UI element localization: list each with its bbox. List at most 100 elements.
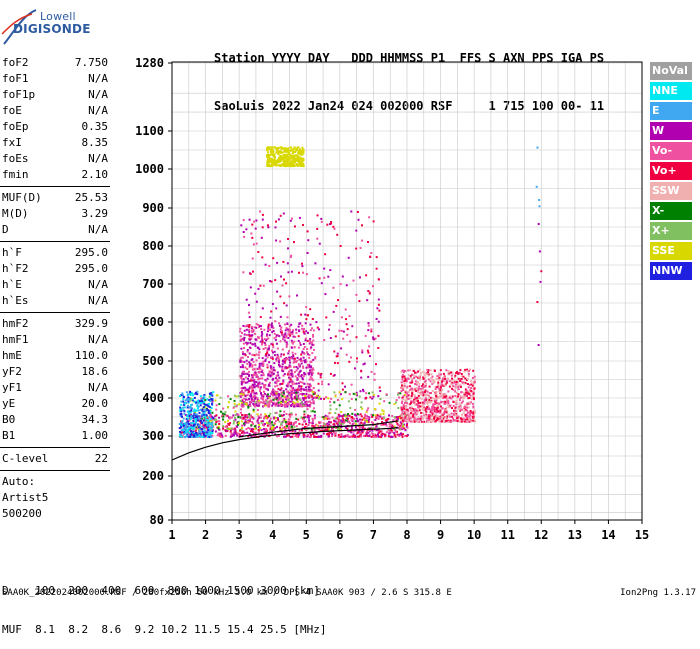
echo-point xyxy=(235,405,238,408)
x-tick-label: 6 xyxy=(336,528,343,542)
echo-point xyxy=(335,304,338,307)
echo-point xyxy=(209,410,212,413)
echo-point xyxy=(307,388,310,391)
echo-point xyxy=(250,386,253,389)
echo-point xyxy=(320,217,323,220)
echo-point xyxy=(447,400,450,403)
echo-point xyxy=(441,388,444,391)
echo-point xyxy=(271,162,274,165)
echo-point xyxy=(462,397,464,400)
echo-point xyxy=(338,421,341,424)
echo-point xyxy=(417,406,420,409)
echo-point xyxy=(401,415,404,418)
echo-point xyxy=(181,429,184,431)
echo-point xyxy=(427,408,430,411)
echo-point xyxy=(292,361,295,364)
echo-point xyxy=(215,408,218,411)
echo-point xyxy=(192,426,195,429)
param-row: D N/A xyxy=(0,222,112,238)
echo-point xyxy=(283,147,286,150)
echo-point xyxy=(304,425,306,428)
echo-point xyxy=(340,329,343,332)
echo-point xyxy=(341,422,344,425)
echo-point xyxy=(312,433,315,436)
echo-point xyxy=(356,435,359,438)
echo-point xyxy=(294,433,297,436)
echo-point xyxy=(184,424,187,427)
echo-point xyxy=(340,415,343,418)
echo-point xyxy=(368,291,371,294)
echo-point xyxy=(350,210,353,213)
echo-point xyxy=(302,366,305,369)
echo-point xyxy=(276,417,279,420)
echo-point xyxy=(258,402,261,405)
echo-point xyxy=(443,395,446,398)
echo-point xyxy=(359,247,362,249)
echo-point xyxy=(416,382,419,385)
echo-point xyxy=(245,428,248,431)
param-value: 295.0 xyxy=(74,246,108,259)
y-tick-label: 900 xyxy=(142,201,164,215)
echo-point xyxy=(402,425,405,428)
echo-point xyxy=(305,306,308,309)
echo-point xyxy=(266,333,268,336)
echo-point xyxy=(312,419,314,422)
echo-point xyxy=(424,407,427,410)
echo-point xyxy=(244,376,247,379)
echo-point xyxy=(283,163,286,166)
echo-point xyxy=(353,418,356,421)
echo-point xyxy=(291,388,294,391)
echo-point xyxy=(288,413,291,416)
legend-item: NNE xyxy=(650,82,692,100)
echo-point xyxy=(288,397,291,400)
echo-point xyxy=(437,410,440,413)
echo-point xyxy=(420,390,423,393)
echo-point xyxy=(391,431,394,434)
echo-point xyxy=(253,367,256,370)
echo-point xyxy=(434,397,437,400)
echo-point xyxy=(270,374,272,377)
echo-point xyxy=(306,382,309,385)
echo-point xyxy=(211,404,214,407)
echo-point xyxy=(242,392,245,395)
echo-point xyxy=(271,357,274,360)
echo-point xyxy=(272,377,275,380)
echo-point xyxy=(233,427,236,430)
echo-point xyxy=(472,395,475,398)
echo-point xyxy=(208,416,210,419)
echo-point xyxy=(309,383,311,386)
echo-point xyxy=(251,365,254,368)
echo-point xyxy=(341,382,344,385)
echo-point xyxy=(207,405,210,408)
echo-point xyxy=(183,406,186,409)
echo-point xyxy=(283,395,286,398)
echo-point xyxy=(309,341,312,344)
echo-point xyxy=(264,384,267,386)
echo-point xyxy=(412,373,415,376)
echo-point xyxy=(291,383,294,386)
echo-point xyxy=(294,421,297,424)
echo-point xyxy=(311,390,314,393)
echo-point xyxy=(270,310,273,313)
echo-point xyxy=(210,436,213,438)
echo-point xyxy=(291,217,293,220)
echo-point xyxy=(314,424,317,427)
echo-point xyxy=(365,274,368,277)
echo-point xyxy=(333,350,336,353)
echo-point xyxy=(265,339,267,342)
echo-point xyxy=(209,414,212,417)
echo-point xyxy=(204,435,207,438)
echo-point xyxy=(334,412,337,415)
echo-point xyxy=(266,363,269,366)
echo-point xyxy=(376,416,379,419)
echo-point xyxy=(473,409,476,412)
echo-point xyxy=(355,414,358,417)
echo-point xyxy=(470,383,473,386)
echo-point xyxy=(273,403,276,406)
echo-point xyxy=(181,435,184,438)
echo-point xyxy=(178,433,181,436)
echo-point xyxy=(290,386,293,389)
echo-point xyxy=(234,430,237,433)
echo-point xyxy=(260,370,263,373)
echo-point xyxy=(309,323,312,326)
